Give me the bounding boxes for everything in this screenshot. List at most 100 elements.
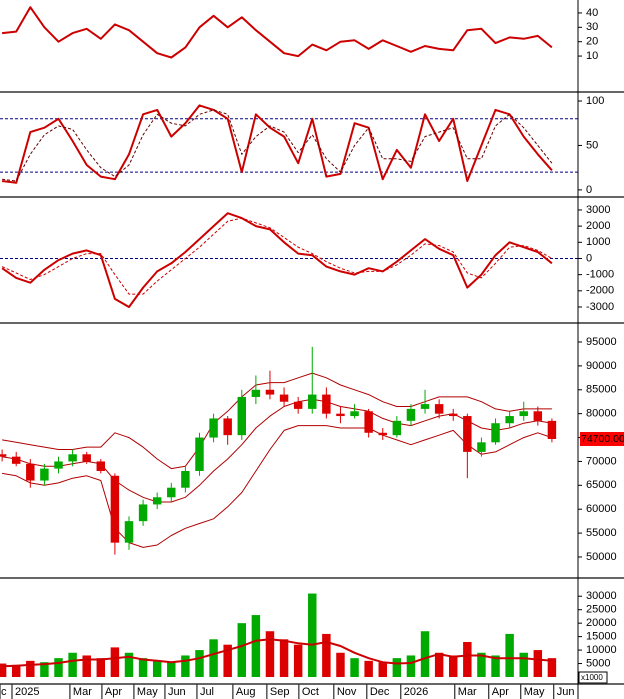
line	[2, 109, 553, 182]
x-tick-label: Apr	[105, 686, 122, 698]
y-tick-label: 0	[586, 252, 592, 264]
y-tick-label: 70000	[586, 455, 617, 467]
candle-body	[181, 470, 190, 488]
candle-body	[322, 394, 331, 414]
y-tick-label: 50	[586, 139, 598, 151]
candle-body	[265, 389, 275, 395]
candle-body	[110, 475, 120, 543]
volume-bar	[209, 639, 218, 677]
candle-body	[195, 437, 204, 471]
candle-body	[420, 404, 430, 409]
y-tick-label: 30000	[586, 590, 617, 602]
candle-body	[364, 411, 373, 433]
candle-body	[519, 411, 528, 417]
volume-bar	[251, 615, 261, 677]
volume-bar	[434, 652, 444, 677]
volume-bar	[152, 660, 162, 677]
candle-body	[82, 454, 91, 462]
candle-body	[505, 416, 514, 424]
volume-bar	[54, 658, 63, 677]
y-tick-label: 65000	[586, 479, 617, 491]
volume-bar	[195, 650, 204, 677]
volume-bar	[223, 644, 232, 677]
x-tick-label: May	[524, 686, 545, 698]
x-tick-label: Dec	[370, 686, 390, 698]
volume-bar	[378, 662, 387, 677]
x-tick-label: c	[1, 686, 7, 698]
y-tick-label: 30	[586, 21, 598, 33]
candle-body	[138, 504, 148, 522]
volume-bar	[124, 652, 134, 677]
volume-bar	[519, 652, 528, 677]
y-tick-label: 95000	[586, 336, 617, 348]
volume-bar	[265, 631, 275, 677]
volume-bar	[406, 655, 416, 677]
volume-bar	[477, 652, 486, 677]
volume-bar	[181, 655, 190, 677]
y-tick-label: 2000	[586, 220, 610, 232]
volume-bar	[491, 655, 500, 677]
line	[1, 104, 553, 184]
y-tick-label: 50000	[586, 551, 617, 563]
volume-bar	[96, 658, 106, 677]
candle-body	[434, 404, 444, 414]
volume-bar	[40, 662, 49, 677]
line	[1, 212, 553, 308]
y-tick-label: 20000	[586, 617, 617, 629]
candle-body	[251, 389, 261, 397]
y-tick-label: 0	[586, 184, 592, 196]
x-tick-label: Jun	[168, 686, 186, 698]
volume-bar	[533, 650, 543, 677]
candle-body	[547, 420, 557, 439]
volume-bar	[392, 658, 402, 677]
candle-body	[223, 418, 232, 436]
candle-body	[54, 461, 63, 469]
candle-body	[167, 487, 176, 498]
line	[2, 398, 552, 503]
candle-body	[124, 521, 134, 543]
volume-bar	[322, 633, 331, 677]
volume-bar	[110, 647, 120, 677]
candle-body	[237, 396, 247, 436]
volume-bar	[167, 662, 176, 677]
y-tick-label: 5000	[586, 657, 610, 669]
volume-bar	[138, 658, 148, 677]
candle-body	[0, 454, 7, 457]
volume-bar	[463, 642, 472, 677]
y-tick-label: 25000	[586, 604, 617, 616]
volume-bar	[547, 658, 557, 677]
line	[2, 425, 553, 548]
volume-bar	[449, 655, 458, 677]
x-tick-label: Nov	[337, 686, 357, 698]
candle-body	[279, 394, 289, 402]
candle-body	[209, 418, 218, 438]
candle-body	[378, 432, 387, 436]
volume-bar	[336, 652, 345, 677]
volume-bar	[237, 623, 247, 677]
candle-body	[406, 408, 416, 421]
candle-body	[11, 456, 21, 464]
x-tick-label: Sep	[270, 686, 290, 698]
x-tick-label: 2025	[15, 686, 39, 698]
unit-label: x1000	[581, 673, 603, 682]
volume-bar	[364, 660, 373, 677]
candle-body	[40, 468, 49, 481]
x-tick-label: May	[137, 686, 158, 698]
unit-box	[578, 671, 608, 684]
candle-body	[477, 442, 486, 452]
candle-body	[308, 394, 317, 409]
y-tick-label: 40	[586, 7, 598, 19]
candle-body	[96, 461, 106, 471]
last-price-box	[580, 431, 624, 446]
candle-body	[26, 463, 35, 481]
y-tick-label: 90000	[586, 360, 617, 372]
volume-bar	[505, 633, 514, 677]
x-tick-label: Apr	[492, 686, 509, 698]
volume-bar	[293, 644, 303, 677]
y-tick-label: 20	[586, 36, 598, 48]
y-tick-label: 1000	[586, 236, 610, 248]
x-tick-label: 2026	[404, 686, 428, 698]
candle-body	[68, 454, 77, 462]
